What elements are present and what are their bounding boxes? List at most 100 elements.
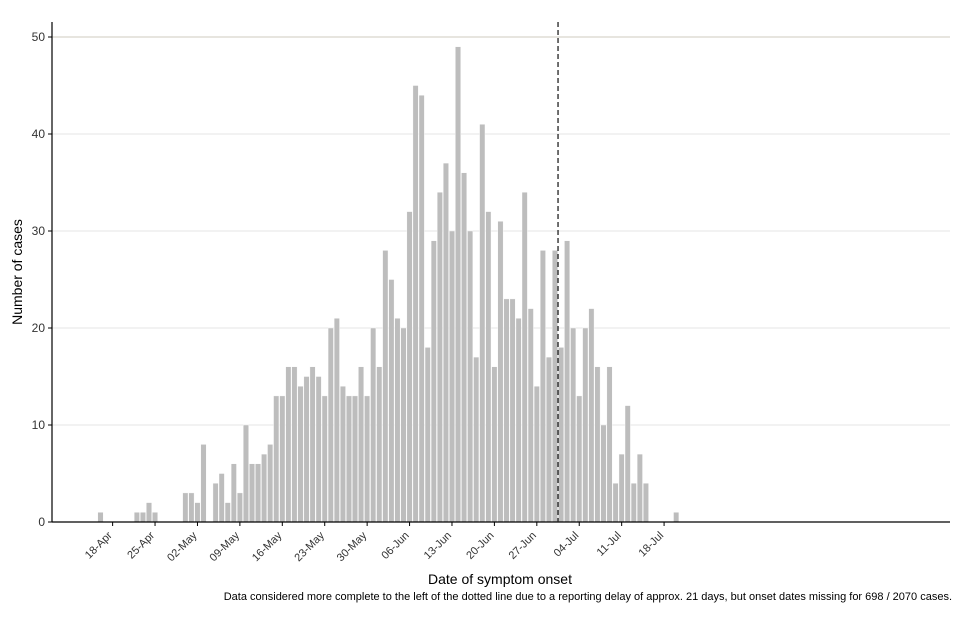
y-tick-label: 40 <box>32 127 46 141</box>
bar <box>412 85 419 523</box>
bar <box>467 230 474 523</box>
bar <box>400 327 407 523</box>
bar <box>636 453 643 523</box>
bar <box>424 347 431 523</box>
bar <box>509 298 516 523</box>
bar <box>303 376 310 523</box>
bar <box>273 395 280 523</box>
bar-series <box>97 46 680 523</box>
bar <box>473 356 480 523</box>
y-tick-label: 50 <box>32 30 46 44</box>
x-axis-title: Date of symptom onset <box>428 571 572 587</box>
bar <box>576 395 583 523</box>
bar <box>630 483 637 523</box>
bar <box>261 453 268 523</box>
bar <box>352 395 358 523</box>
x-tick-label: 20-Jun <box>464 530 496 562</box>
bar <box>618 453 625 523</box>
y-axis-ticks: 0 10 20 30 40 50 <box>32 30 52 529</box>
x-tick-label: 23-May <box>292 529 327 564</box>
bar <box>236 492 243 523</box>
bar <box>564 240 571 523</box>
x-tick-label: 25-Apr <box>125 529 157 561</box>
bar <box>673 512 680 523</box>
bar <box>364 395 371 523</box>
bar <box>333 318 340 523</box>
bar <box>521 191 528 523</box>
bar <box>612 483 619 523</box>
bar <box>455 46 461 523</box>
bar <box>600 424 607 523</box>
y-tick-label: 10 <box>32 418 46 432</box>
y-tick-label: 20 <box>32 321 46 335</box>
bar <box>527 308 534 523</box>
bar <box>297 386 304 523</box>
x-tick-label: 06-Jun <box>379 530 411 562</box>
bar <box>182 492 189 523</box>
bar <box>533 386 540 523</box>
y-axis-title: Number of cases <box>9 219 25 325</box>
bar <box>552 250 558 523</box>
bar <box>188 492 195 523</box>
x-tick-label: 09-May <box>208 529 243 564</box>
y-tick-label: 0 <box>38 515 45 529</box>
bar <box>539 250 546 523</box>
bar <box>594 366 601 523</box>
bar <box>497 221 504 523</box>
bar <box>200 444 207 523</box>
bar <box>418 94 425 523</box>
bar <box>358 366 364 523</box>
bar <box>230 463 237 523</box>
bar <box>97 512 104 523</box>
x-tick-label: 16-May <box>250 529 285 564</box>
y-tick-label: 30 <box>32 224 46 238</box>
bar <box>218 473 225 523</box>
bar <box>491 366 498 523</box>
bar <box>606 366 613 523</box>
bar <box>370 327 377 523</box>
bar <box>212 483 219 523</box>
bar <box>315 376 322 523</box>
bar <box>376 366 383 523</box>
bar <box>485 211 492 523</box>
bar <box>430 240 437 523</box>
x-tick-label: 30-May <box>335 529 370 564</box>
bar <box>479 124 486 523</box>
bar <box>224 502 231 523</box>
bar <box>582 327 589 523</box>
bar <box>340 386 346 523</box>
bar <box>267 444 274 523</box>
bar <box>279 395 286 523</box>
bar <box>321 395 328 523</box>
bar <box>588 308 595 523</box>
bar <box>146 502 152 523</box>
bar <box>624 405 631 523</box>
x-tick-label: 27-Jun <box>507 530 539 562</box>
bar <box>461 172 467 523</box>
x-tick-label: 04-Jul <box>552 530 582 560</box>
bar <box>436 191 443 523</box>
bar <box>140 512 146 523</box>
chart-caption: Data considered more complete to the lef… <box>224 591 952 603</box>
bar <box>291 366 298 523</box>
bar <box>406 211 413 523</box>
bar <box>570 327 577 523</box>
bar <box>194 502 201 523</box>
bar <box>152 512 158 523</box>
bar <box>558 347 564 523</box>
bar <box>515 318 522 523</box>
bar <box>309 366 316 523</box>
x-axis-ticks: 18-Apr 25-Apr 02-May 09-May 16-May 23-May 30-M… <box>83 522 666 564</box>
x-tick-label: 18-Jul <box>637 530 667 560</box>
axes <box>51 22 950 523</box>
bar <box>643 483 649 523</box>
x-tick-label: 11-Jul <box>595 530 624 559</box>
bar <box>255 463 261 523</box>
bar <box>382 250 389 523</box>
bar <box>285 366 292 523</box>
x-tick-label: 13-Jun <box>422 530 454 562</box>
bar <box>327 327 334 523</box>
bar <box>503 298 510 523</box>
bar <box>394 318 401 523</box>
